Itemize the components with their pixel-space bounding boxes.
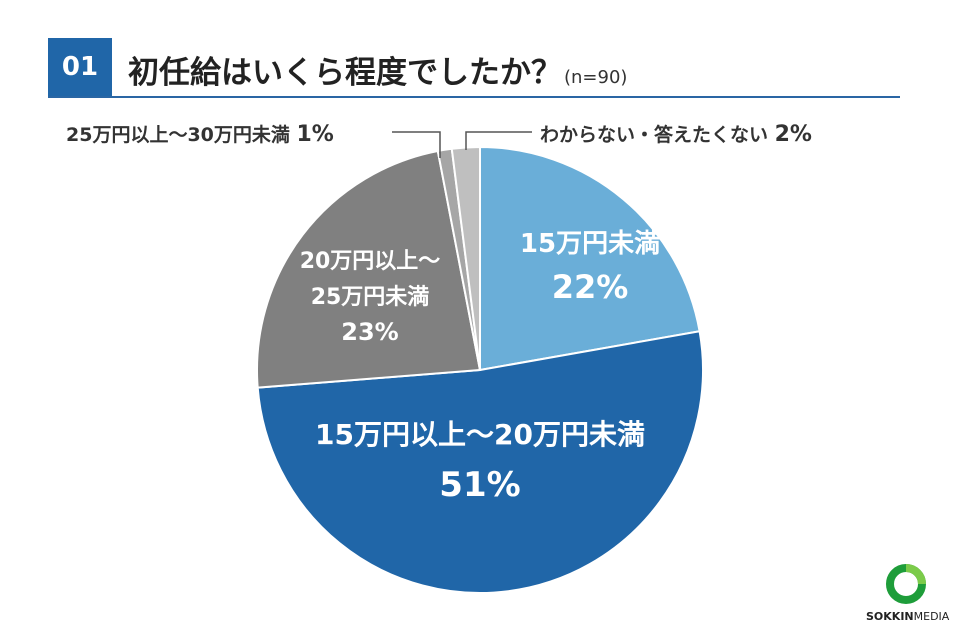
callout-label-value: 2% xyxy=(775,122,812,147)
question-number: 01 xyxy=(48,38,112,96)
slice-label-line: 20万円以上～ xyxy=(300,249,441,274)
callout-line-4 xyxy=(392,131,441,158)
question-title: 初任給はいくら程度でしたか？ (n=90) xyxy=(128,47,627,92)
pie-slice-3 xyxy=(256,149,482,389)
logo-text: SOKKINMEDIA xyxy=(866,610,949,623)
sample-size: (n=90) xyxy=(564,67,628,88)
callout-label-5: わからない・答えたくない 2% xyxy=(540,122,812,147)
slice-label-2: 15万円以上～20万円未満 51% xyxy=(315,418,645,505)
pie-slices xyxy=(256,145,704,594)
slice-label-line: 25万円未満 xyxy=(311,284,430,310)
callout-line-5 xyxy=(465,131,532,150)
slice-value: 22% xyxy=(552,268,629,306)
slice-label-3: 20万円以上～ 25万円未満 23% xyxy=(300,249,441,346)
callouts xyxy=(392,131,532,158)
pie-slice-1 xyxy=(479,145,701,372)
callout-label-4: 25万円以上～30万円未満 1% xyxy=(66,122,334,147)
slice-label-line: 15万円未満 xyxy=(520,229,660,259)
slice-value: 51% xyxy=(439,465,520,505)
pie-slice-2 xyxy=(256,330,704,594)
slice-label-1: 15万円未満 22% xyxy=(520,229,660,306)
question-text: 初任給はいくら程度でしたか？ xyxy=(128,55,562,91)
logo-ring-icon xyxy=(886,564,926,604)
sokkin-media-logo: SOKKINMEDIA xyxy=(866,560,949,630)
callout-label-text: 25万円以上～30万円未満 xyxy=(66,123,297,146)
callout-label-value: 1% xyxy=(297,122,334,147)
question-header: 01 初任給はいくら程度でしたか？ (n=90) xyxy=(48,38,900,98)
slice-labels: 15万円未満 22% 15万円以上～20万円未満 51% 20万円以上～ 25万円未満 23… xyxy=(66,122,812,505)
callout-label-text: わからない・答えたくない xyxy=(540,123,775,146)
logo-name-light: MEDIA xyxy=(913,610,950,623)
logo-name-bold: SOKKIN xyxy=(866,610,914,623)
slice-value: 23% xyxy=(341,318,398,346)
slice-label-line: 15万円以上～20万円未満 xyxy=(315,418,645,451)
